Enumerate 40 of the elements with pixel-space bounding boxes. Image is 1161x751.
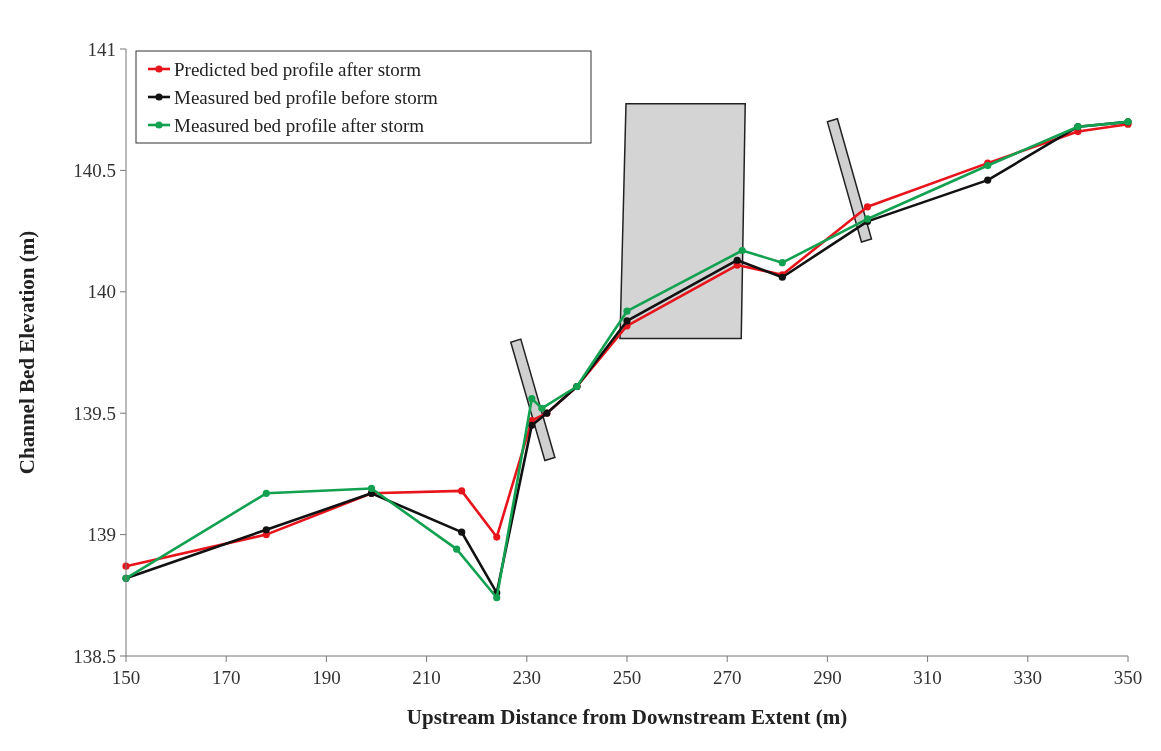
point bbox=[528, 421, 536, 429]
point bbox=[458, 528, 466, 536]
y-tick-label: 141 bbox=[87, 38, 116, 60]
legend-label: Measured bed profile after storm bbox=[174, 114, 425, 136]
y-axis-title: Channel Bed Elevation (m) bbox=[15, 230, 39, 475]
point bbox=[733, 256, 741, 264]
point bbox=[262, 489, 270, 497]
x-tick-label: 150 bbox=[111, 667, 141, 688]
point bbox=[984, 176, 992, 184]
y-tick-label: 139 bbox=[87, 524, 116, 546]
x-tick-label: 310 bbox=[913, 667, 942, 688]
point bbox=[738, 246, 746, 255]
point bbox=[493, 594, 501, 602]
point bbox=[458, 487, 466, 495]
x-tick-label: 190 bbox=[312, 667, 341, 688]
y-tick-label: 139.5 bbox=[73, 402, 116, 424]
point bbox=[367, 484, 376, 493]
point bbox=[538, 404, 546, 412]
x-tick-label: 290 bbox=[813, 667, 842, 688]
point bbox=[262, 526, 270, 534]
y-tick-label: 140.5 bbox=[73, 160, 116, 182]
point bbox=[623, 317, 631, 325]
y-tick-label: 140 bbox=[87, 281, 116, 303]
x-tick-label: 350 bbox=[1113, 667, 1143, 688]
x-tick-label: 230 bbox=[512, 667, 542, 688]
y-tick-label: 138.5 bbox=[73, 645, 116, 667]
point bbox=[528, 395, 536, 403]
x-tick-label: 250 bbox=[612, 667, 642, 688]
x-tick-label: 210 bbox=[412, 667, 441, 688]
point bbox=[493, 533, 501, 541]
point bbox=[863, 203, 872, 211]
point bbox=[778, 259, 786, 267]
point bbox=[453, 545, 461, 553]
x-tick-label: 170 bbox=[211, 667, 241, 688]
x-tick-label: 270 bbox=[712, 667, 742, 688]
point bbox=[623, 307, 631, 315]
x-tick-label: 330 bbox=[1013, 667, 1043, 688]
x-axis-title: Upstream Distance from Downstream Extent (m) bbox=[406, 705, 848, 729]
legend-label: Measured bed profile before storm bbox=[174, 86, 439, 108]
legend-label: Predicted bed profile after storm bbox=[174, 58, 422, 80]
